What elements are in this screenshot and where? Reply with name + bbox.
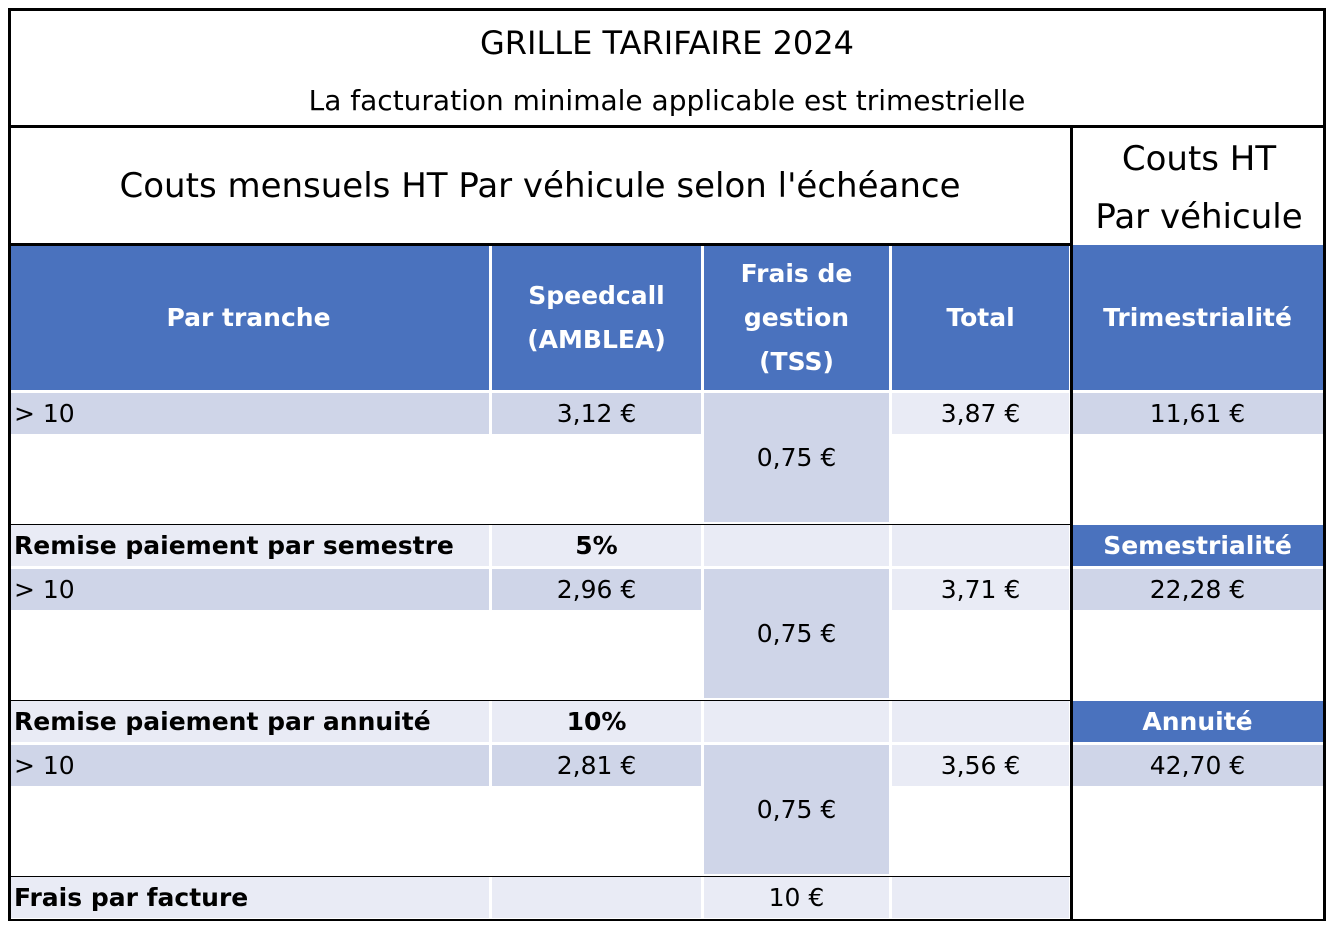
period-header: Semestrialité: [1072, 525, 1326, 569]
table-title: GRILLE TARIFAIRE 2024: [480, 24, 854, 62]
management-fee: 0,75 €: [704, 745, 892, 877]
rule: [8, 8, 11, 921]
table-subtitle: La facturation minimale applicable est t…: [308, 83, 1026, 117]
period-price: 42,70 €: [1072, 745, 1326, 789]
total-price: 3,56 €: [892, 745, 1072, 789]
empty-cell: [892, 701, 1072, 745]
right-title: Couts HT: [1121, 139, 1277, 179]
column-header: Trimestrialité: [1072, 245, 1326, 393]
empty-cell: [492, 877, 704, 921]
empty-cell: [704, 525, 892, 569]
rule: [1070, 127, 1073, 921]
column-header: Frais de gestion (TSS): [704, 245, 892, 393]
rule: [8, 8, 1326, 11]
column-header: Speedcall (AMBLEA): [492, 245, 704, 393]
rule: [1323, 8, 1326, 921]
discount-rate: 5%: [492, 525, 704, 569]
period-price: 22,28 €: [1072, 569, 1326, 613]
tier-label: > 10: [8, 745, 492, 789]
tier-label: > 10: [8, 569, 492, 613]
section-title: Couts mensuels HT Par véhicule selon l'é…: [119, 166, 961, 206]
discount-label: Remise paiement par semestre: [8, 525, 492, 569]
discount-label: Remise paiement par annuité: [8, 701, 492, 745]
footer-value: 10 €: [704, 877, 892, 921]
speedcall-price: 2,81 €: [492, 745, 704, 789]
empty-cell: [892, 877, 1072, 921]
management-fee: 0,75 €: [704, 393, 892, 525]
rule: [8, 125, 1326, 128]
discount-rate: 10%: [492, 701, 704, 745]
period-header: Annuité: [1072, 701, 1326, 745]
speedcall-price: 3,12 €: [492, 393, 704, 437]
rule: [8, 919, 1326, 921]
management-fee: 0,75 €: [704, 569, 892, 701]
period-price: 11,61 €: [1072, 393, 1326, 437]
rule: [8, 243, 1072, 246]
speedcall-price: 2,96 €: [492, 569, 704, 613]
empty-cell: [1072, 877, 1326, 921]
column-header: Par tranche: [8, 245, 492, 393]
tier-label: > 10: [8, 393, 492, 437]
right-title: Par véhicule: [1095, 197, 1303, 237]
column-header: Total: [892, 245, 1072, 393]
footer-label: Frais par facture: [8, 877, 492, 921]
total-price: 3,87 €: [892, 393, 1072, 437]
empty-cell: [704, 701, 892, 745]
total-price: 3,71 €: [892, 569, 1072, 613]
empty-cell: [892, 525, 1072, 569]
